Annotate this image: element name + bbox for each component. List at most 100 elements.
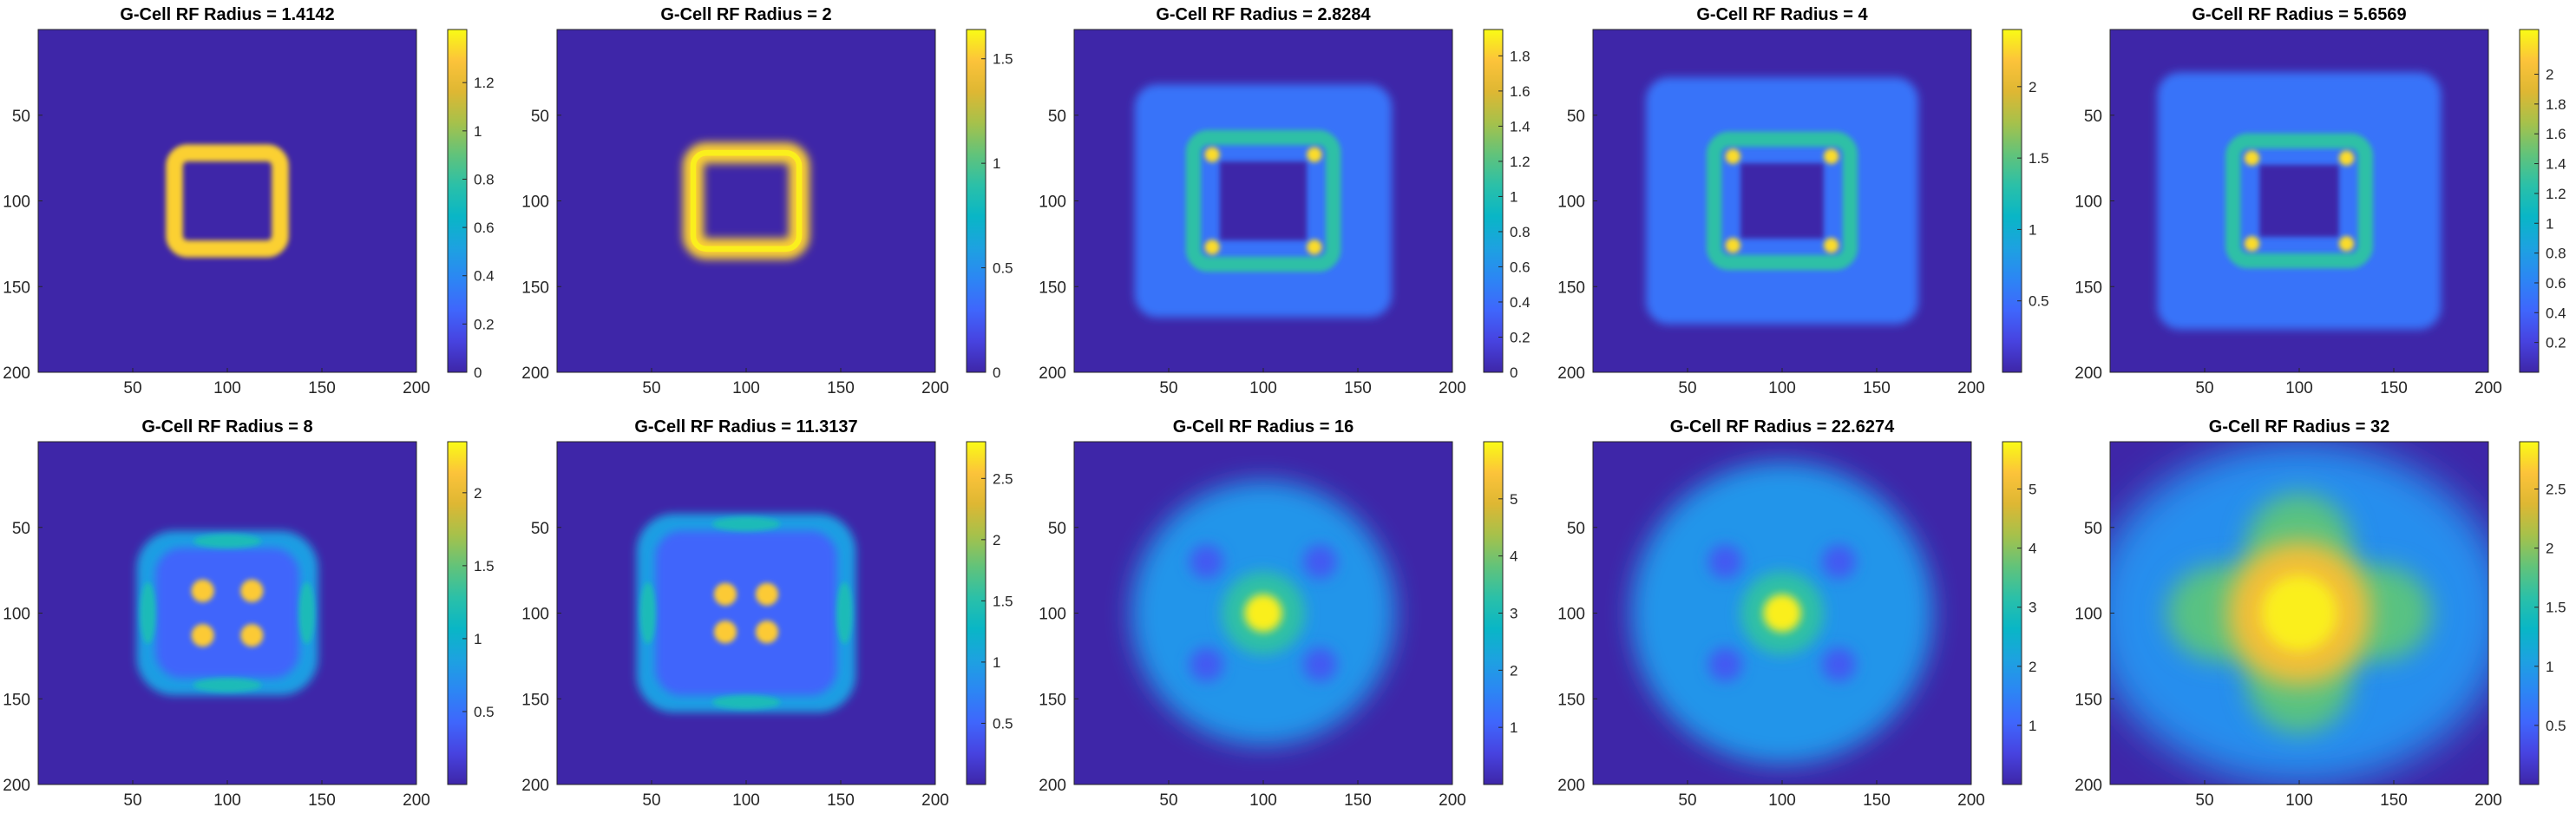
rf-center-peak (755, 582, 779, 606)
heatmap-image (1593, 442, 1971, 784)
panel-title: G-Cell RF Radius = 32 (2209, 417, 2389, 437)
colorbar-tick-label: 0 (993, 364, 1000, 381)
colorbar-tick-label: 0.5 (993, 715, 1013, 732)
y-tick-label: 150 (2075, 279, 2102, 297)
x-tick-label: 50 (123, 791, 141, 810)
rf-center-peak (191, 579, 214, 602)
rf-hole (1219, 161, 1308, 240)
y-tick-label: 100 (1039, 606, 1066, 624)
y-tick-label: 50 (12, 520, 30, 538)
colorbar-tick-label: 1.2 (1510, 154, 1531, 170)
colorbar-tick-label: 2 (2546, 67, 2553, 83)
y-tick-label: 100 (521, 194, 549, 212)
rf-dark-spot (1302, 647, 1338, 682)
colorbar-tick-label: 1.5 (993, 51, 1013, 68)
panel-title: G-Cell RF Radius = 1.4142 (120, 5, 334, 24)
x-tick-label: 50 (2195, 791, 2213, 810)
x-tick-label: 150 (1344, 379, 1372, 397)
y-tick-label: 100 (3, 194, 30, 212)
rf-dark-spot (1821, 647, 1857, 682)
rf-corner-peak (2338, 236, 2355, 252)
rf-center-peak (1763, 594, 1801, 633)
y-tick-label: 150 (3, 279, 30, 297)
colorbar-tick-label: 2 (2029, 659, 2036, 675)
y-tick-label: 100 (3, 606, 30, 624)
y-tick-label: 50 (2084, 520, 2102, 538)
heatmap-image (38, 30, 416, 372)
colorbar-tick-label: 1.2 (474, 75, 495, 91)
rf-corner-peak (1307, 240, 1322, 255)
colorbar (447, 29, 468, 373)
rf-dark-spot (1821, 544, 1857, 579)
rf-outer-ring (1185, 129, 1341, 272)
colorbar-tick-label: 0.8 (1510, 224, 1531, 240)
colorbar-tick-label: 1 (2546, 659, 2553, 675)
heatmap-background (557, 30, 935, 372)
y-tick-label: 200 (1557, 364, 1585, 383)
panel-title: G-Cell RF Radius = 11.3137 (634, 417, 857, 437)
y-tick-label: 200 (521, 777, 549, 795)
heatmap-image (2110, 30, 2488, 372)
rf-corner-peak (1823, 238, 1839, 253)
colorbar-tick-label: 2 (1510, 662, 1517, 679)
rf-edge-band (193, 534, 262, 548)
rf-center-peak (713, 620, 737, 644)
y-tick-label: 50 (531, 108, 549, 126)
x-tick-label: 100 (213, 791, 241, 810)
colorbar-tick-label: 5 (1510, 491, 1517, 508)
x-tick-label: 200 (403, 379, 430, 397)
x-tick-label: 150 (1344, 791, 1372, 810)
colorbar-tick-label: 1 (993, 155, 1000, 172)
rf-edge-band (193, 678, 262, 693)
rf-corner-peak (1823, 148, 1839, 164)
rf-outer-ring (1706, 131, 1858, 271)
rf-ring-core (690, 149, 803, 253)
y-tick-label: 200 (521, 364, 549, 383)
x-tick-label: 200 (1439, 379, 1466, 397)
rf-corner-peak (1204, 147, 1220, 162)
rf-dark-spot (1708, 647, 1743, 682)
colorbar-tick-label: 1.2 (2546, 186, 2566, 202)
rf-corner-peak (1204, 240, 1220, 255)
colorbar-tick-label: 0.8 (474, 171, 495, 187)
rf-corner-peak (2244, 236, 2260, 252)
colorbar-tick-label: 1.6 (1510, 83, 1531, 100)
colorbar-tick-label: 1.8 (1510, 48, 1531, 64)
x-tick-label: 100 (1249, 379, 1277, 397)
colorbar-tick-label: 1.8 (2546, 96, 2566, 113)
x-tick-label: 100 (213, 379, 241, 397)
y-tick-label: 50 (1048, 520, 1066, 538)
rf-dark-spot (1302, 544, 1338, 579)
x-tick-label: 150 (827, 379, 855, 397)
rf-corner-peak (1725, 148, 1741, 164)
colorbar-tick-label: 0.6 (474, 220, 495, 236)
panel-title: G-Cell RF Radius = 2 (660, 5, 831, 24)
colorbar-tick-label: 0.4 (474, 268, 495, 285)
x-tick-label: 100 (732, 379, 760, 397)
rf-dark-spot (1708, 544, 1743, 579)
y-tick-label: 200 (3, 364, 30, 383)
heatmap-background (38, 30, 416, 372)
colorbar-tick-label: 1 (1510, 188, 1517, 205)
y-tick-label: 100 (1557, 194, 1585, 212)
heatmap-image (1074, 442, 1452, 784)
colorbar (2519, 29, 2540, 373)
colorbar-tick-label: 1.5 (2029, 150, 2049, 167)
heatmap-image (557, 30, 935, 372)
y-tick-label: 100 (521, 606, 549, 624)
rf-hole (1740, 163, 1824, 239)
rf-panel: G-Cell RF Radius = 11.3137 50 50 100 100 150 1… (521, 417, 1013, 810)
panel-title: G-Cell RF Radius = 16 (1173, 417, 1354, 437)
rf-ring (166, 144, 289, 258)
heatmap-image (1074, 30, 1452, 372)
panel-title: G-Cell RF Radius = 4 (1696, 5, 1868, 24)
rf-center-peak (2261, 574, 2337, 652)
y-tick-label: 50 (12, 108, 30, 126)
x-tick-label: 150 (827, 791, 855, 810)
y-tick-label: 150 (3, 691, 30, 709)
y-tick-label: 200 (2075, 364, 2102, 383)
rf-hole (2259, 165, 2339, 237)
colorbar-tick-label: 1.4 (1510, 118, 1531, 135)
x-tick-label: 100 (2285, 379, 2313, 397)
